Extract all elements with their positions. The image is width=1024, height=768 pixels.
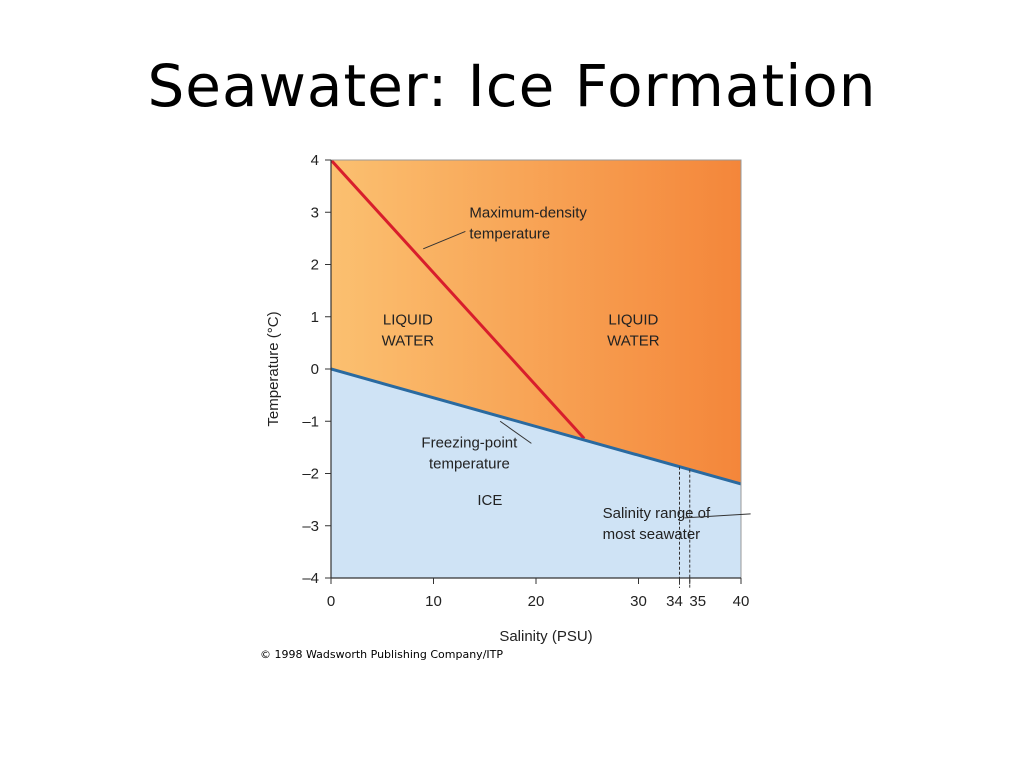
freezing-point-line [331, 367, 741, 486]
annotation-text: Salinity range of [603, 505, 711, 522]
annotation-text: Freezing-point [421, 434, 518, 451]
y-tick-label: 0 [311, 361, 319, 378]
x-tick-label: 10 [425, 593, 442, 610]
x-axis-label: Salinity (PSU) [499, 628, 592, 645]
y-tick-label: 3 [311, 204, 319, 221]
copyright-credit: © 1998 Wadsworth Publishing Company/ITP [260, 648, 503, 661]
y-axis-label: Temperature (°C) [265, 311, 282, 426]
region-label: ICE [477, 492, 502, 509]
annotation-text: Maximum-density [469, 204, 587, 221]
x-tick-label: 40 [733, 593, 750, 610]
y-tick-label: 4 [311, 152, 319, 169]
y-tick-label: –3 [302, 518, 319, 535]
annotation-leader [499, 420, 532, 444]
annotation-text: temperature [469, 225, 550, 242]
annotation-text: most seawater [603, 526, 701, 543]
y-tick-label: 2 [311, 257, 319, 274]
slide-title: Seawater: Ice Formation [147, 52, 877, 120]
x-tick-label: 35 [689, 593, 706, 610]
y-tick-label: –2 [302, 466, 319, 483]
x-tick-label: 30 [630, 593, 647, 610]
region-label: WATER [382, 333, 435, 350]
x-tick-label: 0 [327, 593, 335, 610]
y-tick-label: 1 [311, 309, 319, 326]
x-tick-label: 34 [666, 593, 683, 610]
region-label: LIQUID [383, 312, 433, 329]
annotation-leader [684, 513, 751, 519]
ice-region [331, 369, 741, 578]
annotation-leader [423, 231, 466, 250]
region-label: WATER [607, 333, 660, 350]
x-tick-label: 20 [528, 593, 545, 610]
y-tick-label: –4 [302, 570, 319, 587]
max-density-line [331, 160, 586, 440]
region-label: LIQUID [608, 312, 658, 329]
y-tick-label: –1 [302, 413, 319, 430]
annotation-text: temperature [429, 455, 510, 472]
